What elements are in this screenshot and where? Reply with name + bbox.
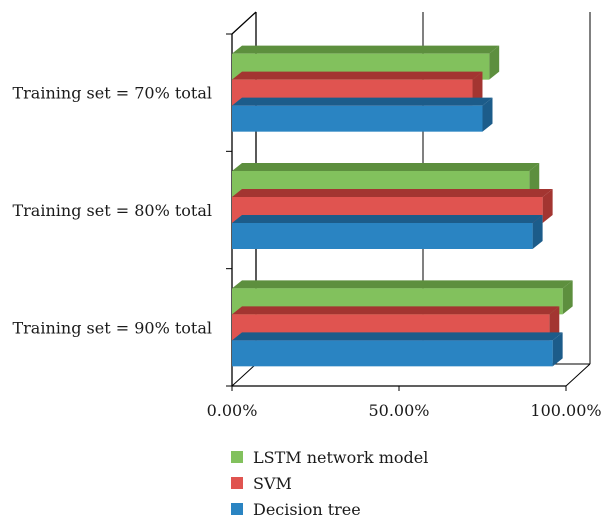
floor-right-edge	[565, 363, 591, 387]
bar-top-face	[232, 332, 563, 341]
floor-left-edge	[231, 363, 257, 387]
bar-side-face	[532, 215, 543, 249]
bar-top-face	[232, 215, 543, 223]
bar	[232, 223, 533, 249]
x-tick-label: 100.00%	[530, 401, 601, 420]
x-tick-label: 0.00%	[207, 401, 258, 420]
bar-side-face	[549, 306, 560, 341]
legend-swatch	[231, 477, 243, 489]
bar	[232, 340, 553, 367]
legend-label: LSTM network model	[253, 447, 429, 467]
bar-side-face	[482, 97, 493, 132]
legend: LSTM network model SVM Decision tree	[231, 444, 428, 522]
y-category-label: Training set = 80% total	[12, 201, 212, 220]
bar-top-face	[232, 71, 483, 80]
bar-top-face	[232, 97, 493, 106]
y-category-label: Training set = 90% total	[12, 318, 212, 337]
bar-top-face	[232, 163, 540, 171]
legend-item: LSTM network model	[231, 444, 428, 470]
legend-label: SVM	[253, 473, 292, 493]
bar-side-face	[489, 45, 500, 80]
legend-item: SVM	[231, 470, 428, 496]
bar-side-face	[529, 163, 540, 197]
bar-top-face	[232, 189, 553, 197]
wall-top-edge	[231, 11, 257, 35]
legend-swatch	[231, 503, 243, 515]
bar-side-face	[472, 71, 483, 106]
bar-top-face	[232, 45, 500, 54]
legend-swatch	[231, 451, 243, 463]
x-tick-label: 50.00%	[368, 401, 429, 420]
y-category-label: Training set = 70% total	[12, 84, 212, 103]
legend-item: Decision tree	[231, 496, 428, 522]
legend-label: Decision tree	[253, 499, 361, 519]
bar-top-face	[232, 280, 573, 289]
bar-side-face	[542, 189, 553, 223]
bar-side-face	[562, 280, 573, 315]
bar-top-face	[232, 306, 560, 315]
bar-side-face	[552, 332, 563, 367]
bar	[232, 105, 483, 132]
